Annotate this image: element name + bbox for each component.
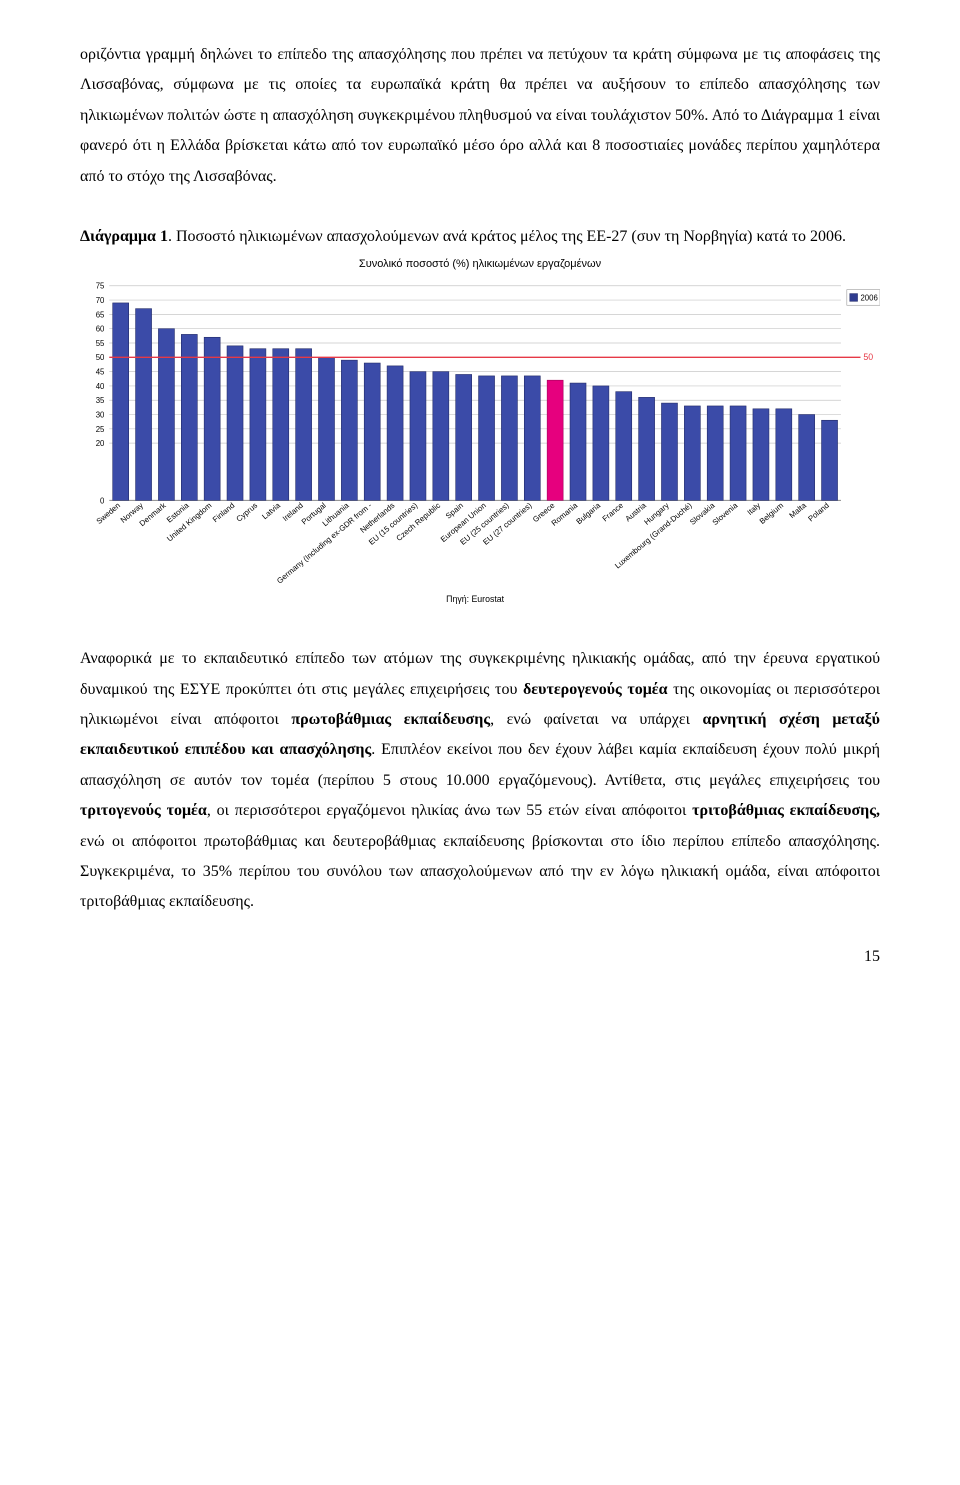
svg-text:45: 45: [96, 367, 105, 376]
svg-text:35: 35: [96, 396, 105, 405]
body-paragraph-2: Αναφορικά με το εκπαιδευτικό επίπεδο των…: [80, 644, 880, 918]
svg-text:75: 75: [96, 281, 105, 290]
svg-text:60: 60: [96, 324, 105, 333]
body-paragraph-1: οριζόντια γραμμή δηλώνει το επίπεδο της …: [80, 40, 880, 192]
svg-text:40: 40: [96, 381, 105, 390]
svg-text:50: 50: [863, 352, 873, 362]
svg-text:2006: 2006: [860, 293, 877, 302]
svg-text:Πηγή: Eurostat: Πηγή: Eurostat: [446, 593, 505, 603]
svg-text:50: 50: [96, 353, 105, 362]
svg-text:70: 70: [96, 296, 105, 305]
employment-bar-chart: 0202530354045505560657075502006SwedenNor…: [80, 276, 880, 608]
page-number: 15: [80, 948, 880, 966]
chart-title: Συνολικό ποσοστό (%) ηλικιωμένων εργαζομ…: [80, 258, 880, 270]
svg-text:65: 65: [96, 310, 105, 319]
svg-text:0: 0: [100, 496, 105, 505]
figure-caption-label: Διάγραμμα 1: [80, 228, 168, 245]
figure-caption: Διάγραμμα 1. Ποσοστό ηλικιωμένων απασχολ…: [80, 224, 880, 250]
chart-container: Συνολικό ποσοστό (%) ηλικιωμένων εργαζομ…: [80, 258, 880, 613]
svg-text:30: 30: [96, 410, 105, 419]
svg-text:25: 25: [96, 424, 105, 433]
svg-text:20: 20: [96, 439, 105, 448]
svg-text:55: 55: [96, 338, 105, 347]
figure-caption-text: . Ποσοστό ηλικιωμένων απασχολούμενων ανά…: [168, 228, 846, 245]
